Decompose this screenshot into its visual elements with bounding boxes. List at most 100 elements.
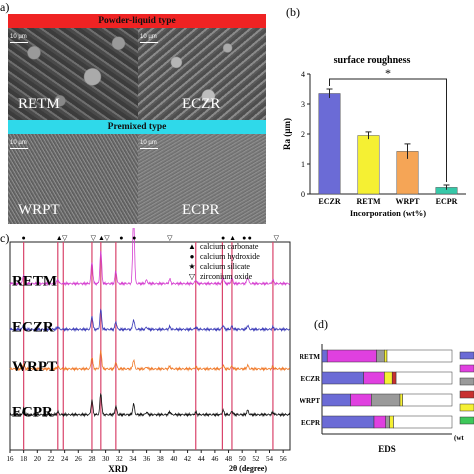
x-axis-label-2: 2θ (degree) [229, 464, 267, 473]
legend-symbol: ● [190, 252, 195, 261]
row-label: RETM [300, 353, 320, 361]
phase-marker: ● [132, 234, 136, 242]
stacked-segment [321, 349, 328, 363]
x-tick-label: RETM [357, 197, 381, 206]
panel-b-letter: (b) [286, 5, 300, 19]
stacked-segment [321, 415, 375, 429]
stacked-segment [384, 371, 393, 385]
sem-wrpt: 10 µm WRPT [8, 134, 138, 224]
legend-symbol: ▽ [189, 272, 196, 281]
x-tick-label: 30 [102, 455, 110, 463]
legend-swatch [459, 377, 474, 386]
legend-label: calcium carbonate [200, 242, 259, 251]
xrd-trace-wrpt [9, 350, 291, 372]
x-tick-label: 20 [34, 455, 42, 463]
stacked-segment [326, 349, 377, 363]
sem-label-retm: RETM [18, 96, 60, 112]
x-tick-label: 36 [143, 455, 151, 463]
legend-label: zirconium oxide [200, 272, 253, 281]
sem-ecpr: 10 µm ECPR [138, 134, 266, 224]
panel-a-letter: a) [0, 0, 10, 14]
phase-marker: ▽ [167, 234, 173, 242]
x-tick-label: 18 [20, 455, 28, 463]
x-tick-label: 38 [157, 455, 165, 463]
panel-d-letter: (d) [314, 317, 328, 331]
y-tick-label: 3 [301, 100, 305, 109]
phase-marker: ▽ [62, 234, 68, 242]
x-tick-label: 40 [170, 455, 178, 463]
y-axis-label: Ra (µm) [282, 118, 292, 150]
stacked-segment [371, 393, 401, 407]
series-label-wrpt: WRPT [12, 359, 57, 375]
x-tick-label: 50 [239, 455, 247, 463]
stacked-segment [402, 393, 453, 407]
stacked-segment [384, 349, 388, 363]
bar [357, 135, 380, 195]
stacked-segment [350, 393, 372, 407]
legend-label: calcium hydroxide [200, 252, 260, 261]
legend-symbol: ★ [188, 262, 195, 271]
sem-label-ecpr: ECPR [182, 202, 220, 218]
x-tick-label: 16 [7, 455, 15, 463]
sem-eczr: 10 µm ECZR [138, 24, 266, 120]
scale-bar [10, 42, 28, 43]
phase-marker: ▽ [274, 234, 280, 242]
banner-powder-liquid: Powder-liquid type [8, 14, 266, 28]
x-axis-label: XRD [108, 464, 128, 474]
xrd-trace-retm [9, 228, 291, 287]
phase-marker: ▲ [229, 234, 236, 242]
significance-marker: * [385, 66, 391, 80]
xrd-trace-ecpr [9, 392, 291, 418]
legend-swatch [459, 364, 474, 373]
stacked-segment [389, 415, 394, 429]
phase-marker: ● [221, 234, 225, 242]
legend-swatch [459, 351, 474, 360]
x-tick-label: 26 [75, 455, 83, 463]
banner-premixed: Premixed type [8, 120, 266, 134]
scale-bar-label: 10 µm [140, 34, 157, 40]
x-tick-label: 56 [280, 455, 288, 463]
x-axis-label: EDS [378, 444, 396, 454]
chart-surface-roughness: (b) surface roughness 0 1 2 3 4 Ra (µm) ECZR RETM… [282, 5, 466, 218]
phase-marker: ● [22, 234, 26, 242]
sem-retm: 10 µm RETM [8, 24, 138, 120]
stacked-segment [385, 415, 390, 429]
sem-label-wrpt: WRPT [18, 202, 60, 218]
x-tick-label: 46 [211, 455, 219, 463]
x-axis-label-2: (wt [454, 434, 464, 442]
y-tick-label: 4 [301, 70, 305, 79]
stacked-segment [321, 371, 364, 385]
x-tick-label: 34 [129, 455, 137, 463]
phase-marker: ▲ [98, 234, 105, 242]
legend-swatch [459, 403, 474, 412]
x-tick-label: 54 [266, 455, 274, 463]
legend-swatch [459, 390, 474, 399]
chart-title: surface roughness [334, 55, 411, 66]
scale-bar-label: 10 µm [140, 140, 157, 146]
series-label-eczr: ECZR [12, 319, 54, 335]
row-label: ECZR [301, 375, 321, 383]
series-label-ecpr: ECPR [12, 405, 53, 421]
stacked-segment [391, 371, 397, 385]
plot-frame [9, 241, 291, 451]
scale-bar [140, 42, 158, 43]
legend-swatch [459, 416, 474, 425]
stacked-segment [399, 393, 403, 407]
row-label: WRPT [300, 397, 320, 405]
significance-bracket [329, 78, 447, 182]
bar [318, 93, 341, 195]
x-tick-label: 52 [252, 455, 260, 463]
x-tick-label: 22 [47, 455, 55, 463]
scale-bar-label: 10 µm [10, 140, 27, 146]
x-tick-label: 48 [225, 455, 233, 463]
legend-label: calcium silicate [200, 262, 250, 271]
scale-bar-label: 10 µm [10, 34, 27, 40]
legend-symbol: ▲ [188, 242, 196, 251]
x-tick-label: 42 [184, 455, 192, 463]
phase-marker: ▽ [91, 234, 97, 242]
phase-marker: ● [242, 234, 246, 242]
series-label-retm: RETM [12, 274, 57, 290]
phase-marker: ▲ [56, 234, 63, 242]
x-tick-label: 24 [61, 455, 69, 463]
